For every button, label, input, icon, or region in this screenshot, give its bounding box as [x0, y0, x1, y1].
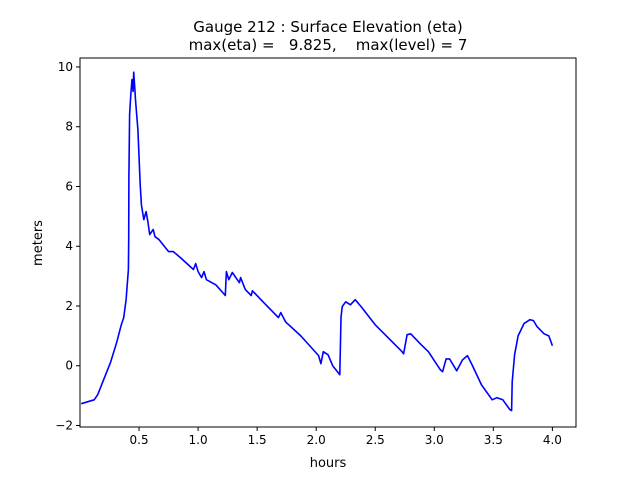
x-tick-label: 1.5 [248, 433, 267, 447]
x-tick-label: 4.0 [543, 433, 562, 447]
y-tick-label: 0 [65, 359, 73, 373]
plot-frame [79, 57, 577, 428]
chart-subtitle: max(eta) = 9.825, max(level) = 7 [189, 36, 468, 54]
x-tick-label: 2.5 [366, 433, 385, 447]
x-axis-label: hours [310, 456, 347, 471]
y-axis-label: meters [31, 220, 46, 266]
y-tick-label: 8 [65, 120, 73, 134]
y-tick-label: 6 [65, 179, 73, 193]
x-tick-label: 1.0 [189, 433, 208, 447]
y-tick-label: 4 [65, 239, 73, 253]
series-line-eta [80, 71, 554, 412]
x-tick-label: 2.0 [307, 433, 326, 447]
x-tick-label: 0.5 [130, 433, 149, 447]
x-tick-label: 3.0 [425, 433, 444, 447]
chart-title: Gauge 212 : Surface Elevation (eta) [193, 18, 462, 36]
y-tick-label: −2 [55, 419, 73, 433]
y-tick-label: 10 [58, 60, 73, 74]
y-tick-label: 2 [65, 299, 73, 313]
x-tick-label: 3.5 [484, 433, 503, 447]
